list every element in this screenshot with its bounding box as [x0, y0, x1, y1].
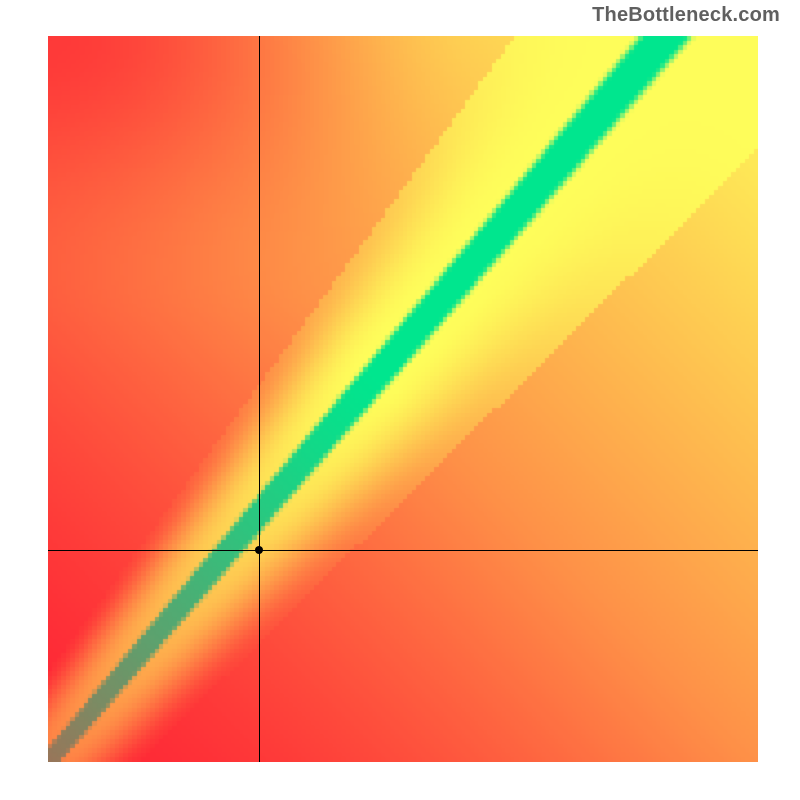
crosshair-vertical: [259, 36, 260, 762]
chart-container: TheBottleneck.com: [0, 0, 800, 800]
heatmap-canvas: [48, 36, 758, 762]
plot-area: [48, 36, 758, 762]
watermark-label: TheBottleneck.com: [592, 4, 780, 27]
crosshair-marker: [255, 546, 263, 554]
crosshair-horizontal: [48, 550, 758, 551]
